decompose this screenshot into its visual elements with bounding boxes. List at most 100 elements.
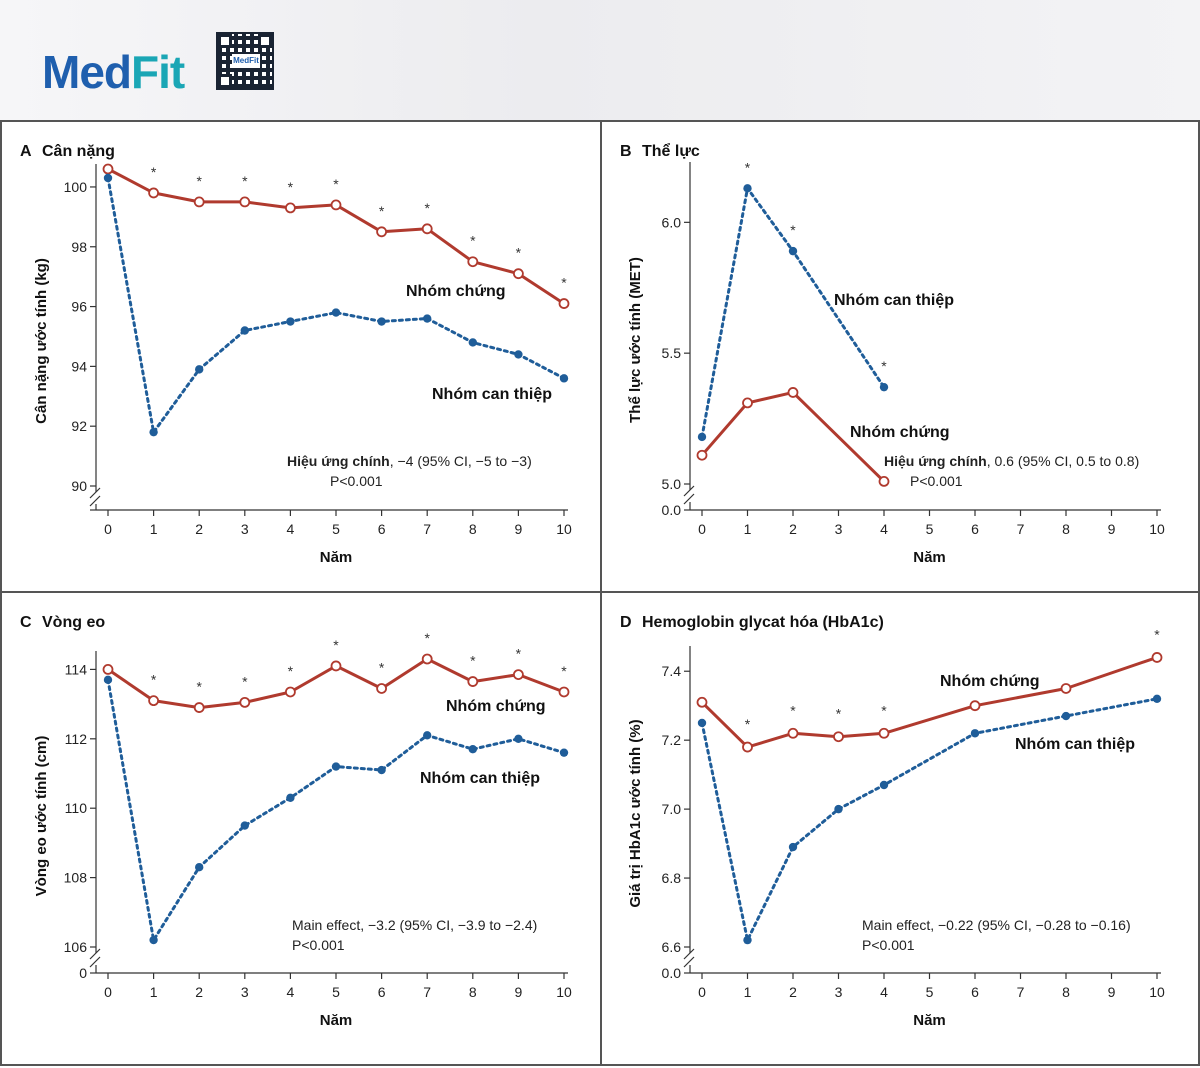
x-tick-label: 8 <box>1062 984 1070 1000</box>
main-effect-detail: Main effect, −0.22 (95% CI, −0.28 to −0.… <box>862 917 1131 933</box>
data-point-control <box>421 653 433 665</box>
main-effect-annotation: Hiệu ứng chính, 0.6 (95% CI, 0.5 to 0.8) <box>884 453 1139 469</box>
x-tick-label: 4 <box>880 521 888 537</box>
x-tick-label: 6 <box>971 521 979 537</box>
significance-star: * <box>379 203 385 219</box>
y-tick-label: 98 <box>71 239 87 255</box>
data-point-intervention <box>743 184 752 193</box>
y-tick-label-zero: 0.0 <box>662 502 682 518</box>
x-tick-label: 3 <box>241 521 249 537</box>
x-tick-label: 7 <box>423 521 431 537</box>
x-tick-label: 1 <box>150 521 158 537</box>
data-point-intervention <box>195 862 204 872</box>
x-axis-title: Năm <box>913 549 946 566</box>
data-point-control <box>742 741 753 753</box>
data-point-intervention <box>879 382 889 392</box>
y-tick-label: 92 <box>71 418 87 434</box>
panel-letter: B <box>620 143 632 160</box>
p-value: P<0.001 <box>910 473 963 489</box>
y-tick-label: 6.8 <box>662 870 682 886</box>
x-tick-label: 8 <box>469 521 477 537</box>
significance-star: * <box>836 706 842 722</box>
main-effect-annotation: Main effect, −0.22 (95% CI, −0.28 to −0.… <box>862 917 1131 933</box>
main-effect-label: Hiệu ứng chính <box>884 453 987 469</box>
series-label-control: Nhóm chứng <box>406 283 506 300</box>
significance-star: * <box>470 233 476 249</box>
series-label-control: Nhóm chứng <box>850 424 950 441</box>
x-tick-label: 4 <box>287 521 295 537</box>
x-tick-label: 1 <box>744 984 752 1000</box>
data-point-control <box>878 727 890 739</box>
x-tick-label: 6 <box>378 521 386 537</box>
main-effect-detail: Main effect, −3.2 (95% CI, −3.9 to −2.4) <box>292 917 537 933</box>
data-point-intervention <box>514 734 523 744</box>
data-point-intervention <box>468 338 477 347</box>
main-effect-label: Hiệu ứng chính <box>287 453 390 469</box>
main-effect-annotation: Main effect, −3.2 (95% CI, −3.9 to −2.4) <box>292 917 537 933</box>
significance-star: * <box>745 716 751 732</box>
significance-star: * <box>470 653 476 669</box>
data-point-intervention <box>423 731 432 740</box>
data-point-control <box>330 199 342 211</box>
chart-panel-fitness: B Thể lực 5.0 5.5 6.0 0.0 0 1 2 3 4 5 6 7 8 9 10 Năm Thể l… <box>620 142 1165 566</box>
data-point-intervention <box>331 308 341 317</box>
panel-letter: C <box>20 614 32 631</box>
x-tick-label: 7 <box>1017 521 1025 537</box>
significance-star: * <box>1154 626 1160 642</box>
data-point-control <box>787 387 799 398</box>
data-point-intervention <box>331 762 341 771</box>
data-point-control <box>421 223 433 235</box>
x-tick-label: 9 <box>515 984 523 1000</box>
x-axis-title: Năm <box>320 1012 353 1029</box>
data-point-control <box>878 475 890 487</box>
x-tick-label: 10 <box>556 521 572 537</box>
x-tick-label: 7 <box>1017 984 1025 1000</box>
series-label-control: Nhóm chứng <box>940 673 1040 690</box>
logo-text-med: Med <box>42 46 132 98</box>
significance-star: * <box>881 358 887 374</box>
x-tick-label: 6 <box>378 984 386 1000</box>
significance-star: * <box>379 659 385 675</box>
data-point-intervention <box>195 365 204 374</box>
significance-star: * <box>516 245 522 261</box>
data-point-intervention <box>286 317 295 326</box>
axis-break-mark <box>89 948 101 960</box>
significance-star: * <box>288 179 294 195</box>
data-point-intervention <box>514 350 523 359</box>
panel-letter: A <box>20 143 32 160</box>
x-tick-label: 2 <box>195 521 203 537</box>
y-tick-label: 100 <box>64 179 88 195</box>
significance-star: * <box>424 630 430 646</box>
x-tick-label: 8 <box>469 984 477 1000</box>
qr-label: MedFit <box>232 54 260 68</box>
x-tick-label: 2 <box>195 984 203 1000</box>
significance-star: * <box>790 702 796 718</box>
panel-title: Vòng eo <box>42 614 105 631</box>
medfit-logo[interactable]: MedFit <box>42 42 185 102</box>
panel-title: Hemoglobin glycat hóa (HbA1c) <box>642 614 884 631</box>
y-axis-title: Giá trị HbA1c ước tính (%) <box>627 719 644 907</box>
series-label-intervention: Nhóm can thiệp <box>834 292 954 309</box>
data-point-control <box>376 226 388 238</box>
panel-title: Cân nặng <box>42 143 115 160</box>
data-point-control <box>102 163 114 175</box>
data-point-control <box>239 196 251 208</box>
header-banner: MedFit MedFit <box>0 0 1200 122</box>
x-tick-label: 3 <box>835 984 843 1000</box>
main-effect-detail: , 0.6 (95% CI, 0.5 to 0.8) <box>987 453 1140 469</box>
series-label-control: Nhóm chứng <box>446 698 546 715</box>
x-tick-label: 5 <box>332 984 340 1000</box>
significance-star: * <box>790 222 796 238</box>
x-tick-label: 8 <box>1062 521 1070 537</box>
x-tick-label: 7 <box>423 984 431 1000</box>
x-tick-label: 9 <box>1108 521 1116 537</box>
significance-star: * <box>745 159 751 175</box>
significance-star: * <box>288 663 294 679</box>
axis-break-mark <box>89 956 101 968</box>
y-tick-label: 7.0 <box>662 801 682 817</box>
significance-star: * <box>151 672 157 688</box>
data-point-control <box>239 696 251 708</box>
data-point-intervention <box>377 317 386 326</box>
x-tick-label: 1 <box>744 521 752 537</box>
series-line-intervention <box>700 186 886 439</box>
